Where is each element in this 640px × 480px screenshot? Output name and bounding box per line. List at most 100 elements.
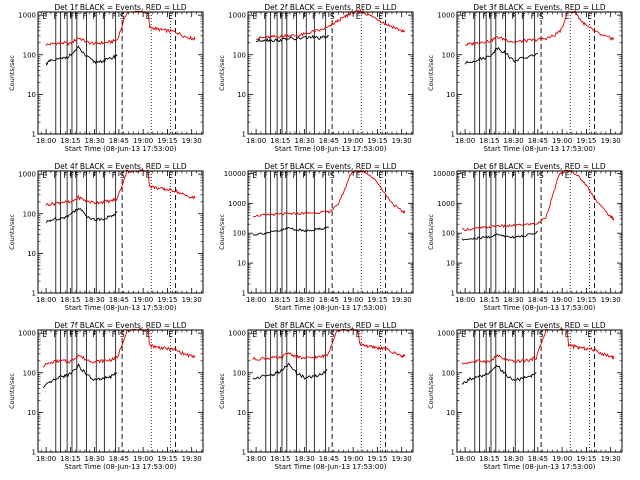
x-tick-label: 18:00 [455,455,475,463]
events-series-line [252,226,330,236]
y-tick-label: 10 [446,409,455,417]
interval-letter-marker: F [102,12,106,21]
interval-letter-marker: F [312,12,316,21]
y-axis-label: Counts/sec [427,373,435,409]
interval-letter-marker: S [120,12,125,21]
y-tick-label: 1000 [18,330,36,338]
interval-letter-marker: S [330,171,335,180]
x-tick-label: 19:00 [343,296,363,304]
interval-letter-marker: F [293,330,297,339]
y-tick-label: 100 [233,230,246,238]
x-tick-label: 19:15 [367,137,387,145]
y-tick-label: 1000 [437,12,455,20]
x-tick-label: 19:00 [552,455,572,463]
y-tick-label: 10 [27,91,36,99]
y-tick-label: 100 [442,51,455,59]
interval-letter-marker: F [531,12,535,21]
plot-frame [37,170,204,294]
y-tick-label: 1000 [437,200,455,208]
y-tick-label: 10 [446,91,455,99]
x-axis-label: Start Time (08-Jun-13 17:53:00) [275,304,387,312]
x-tick-label: 18:00 [36,296,56,304]
x-tick-label: 18:00 [246,137,266,145]
events-series-line [45,45,118,66]
interval-letter-marker: E [378,330,383,339]
x-tick-label: 18:30 [295,455,315,463]
x-tick-label: 19:00 [552,137,572,145]
y-axis-label: Counts/sec [218,214,226,250]
interval-letter-marker: F [264,330,268,339]
interval-letter-marker: F [112,171,116,180]
interval-letter-marker: F [112,330,116,339]
y-axis-label: Counts/sec [8,214,16,250]
x-tick-label: 18:45 [319,455,339,463]
x-tick-label: 19:00 [133,455,153,463]
interval-letter-marker: F [502,12,506,21]
events-series-line [42,363,118,389]
panel-title: Det 1f BLACK = Events, RED = LLD [54,3,187,12]
interval-letter-marker: F [531,171,535,180]
x-axis-label: Start Time (08-Jun-13 17:53:00) [275,463,387,471]
x-tick-label: 19:15 [157,137,177,145]
x-tick-label: 19:30 [601,137,621,145]
interval-letter-marker: F [521,171,525,180]
x-tick-label: 18:45 [319,137,339,145]
interval-letter-marker: F [280,171,284,180]
y-tick-label: 1000 [228,330,246,338]
lld-series-line [45,10,196,46]
panel-title: Det 5f BLACK = Events, RED = LLD [264,162,397,171]
y-axis-label: Counts/sec [218,373,226,409]
interval-letter-marker: F [494,330,498,339]
interval-letter-marker: F [494,12,498,21]
x-tick-label: 18:45 [109,137,129,145]
y-tick-label: 1 [451,449,455,457]
events-series-line [255,34,330,43]
x-axis-label: Start Time (08-Jun-13 17:53:00) [484,145,596,153]
y-axis-label: Counts/sec [218,55,226,91]
x-tick-label: 19:30 [182,296,202,304]
x-axis-label: Start Time (08-Jun-13 17:53:00) [65,145,177,153]
x-axis-label: Start Time (08-Jun-13 17:53:00) [484,304,596,312]
interval-letter-marker: F [75,330,79,339]
events-series-line [464,46,539,65]
y-tick-label: 1 [32,449,36,457]
y-axis-label: Counts/sec [427,214,435,250]
interval-letter-marker: F [70,171,74,180]
panel-title: Det 6f BLACK = Events, RED = LLD [473,162,606,171]
x-tick-label: 18:30 [504,137,524,145]
panel-title: Det 2f BLACK = Events, RED = LLD [264,3,397,12]
interval-letter-marker: E [356,171,361,180]
x-tick-label: 18:15 [479,296,499,304]
x-tick-label: 18:45 [528,296,548,304]
x-tick-label: 18:45 [528,137,548,145]
y-tick-label: 10 [446,260,455,268]
y-tick-label: 1000 [228,200,246,208]
y-tick-label: 100 [442,230,455,238]
x-axis-label: Start Time (08-Jun-13 17:53:00) [65,463,177,471]
lld-series-line [252,328,406,361]
interval-letter-marker: E [356,12,361,21]
plot-frame [456,329,623,453]
interval-letter-marker: F [83,12,87,21]
y-axis-label: Counts/sec [8,373,16,409]
lld-series-line [464,9,615,46]
interval-letter-marker: F [285,330,289,339]
x-tick-label: 18:00 [36,455,56,463]
interval-letter-marker: F [70,330,74,339]
x-tick-label: 18:15 [270,137,290,145]
interval-letter-marker: S [539,330,544,339]
x-tick-label: 19:30 [392,137,412,145]
x-tick-label: 19:15 [367,296,387,304]
x-tick-label: 18:15 [60,455,80,463]
y-tick-label: 1 [451,131,455,139]
interval-letter-marker: F [322,330,326,339]
interval-letter-marker: S [330,330,335,339]
interval-letter-marker: F [521,330,525,339]
interval-letter-marker: F [322,12,326,21]
